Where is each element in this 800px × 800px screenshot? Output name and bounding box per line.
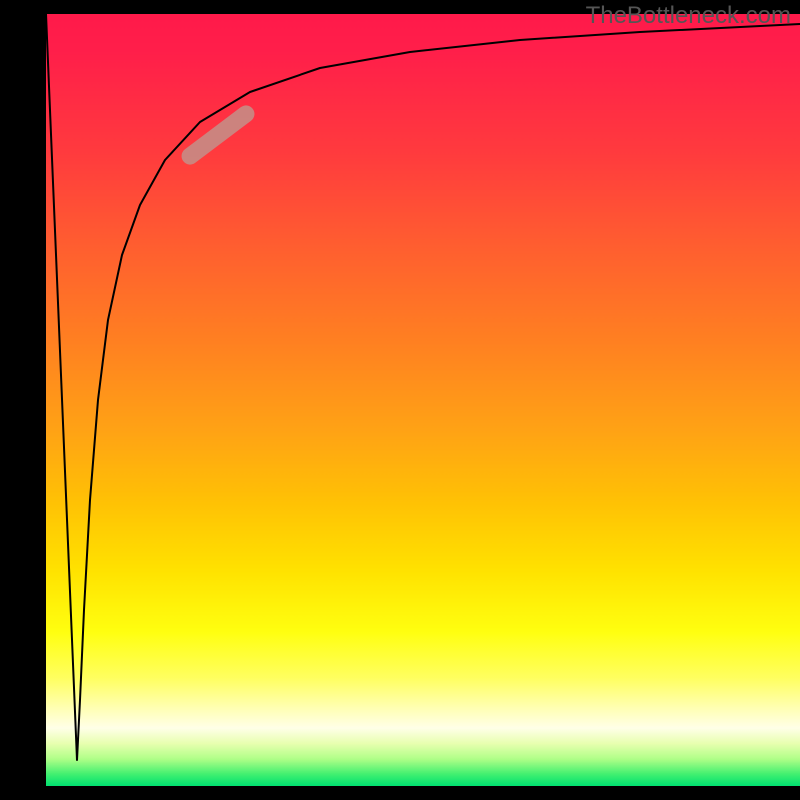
gradient-background <box>46 14 800 786</box>
bottleneck-chart: TheBottleneck.com <box>0 0 800 800</box>
watermark-text: TheBottleneck.com <box>586 2 791 30</box>
plot-area <box>46 14 800 786</box>
